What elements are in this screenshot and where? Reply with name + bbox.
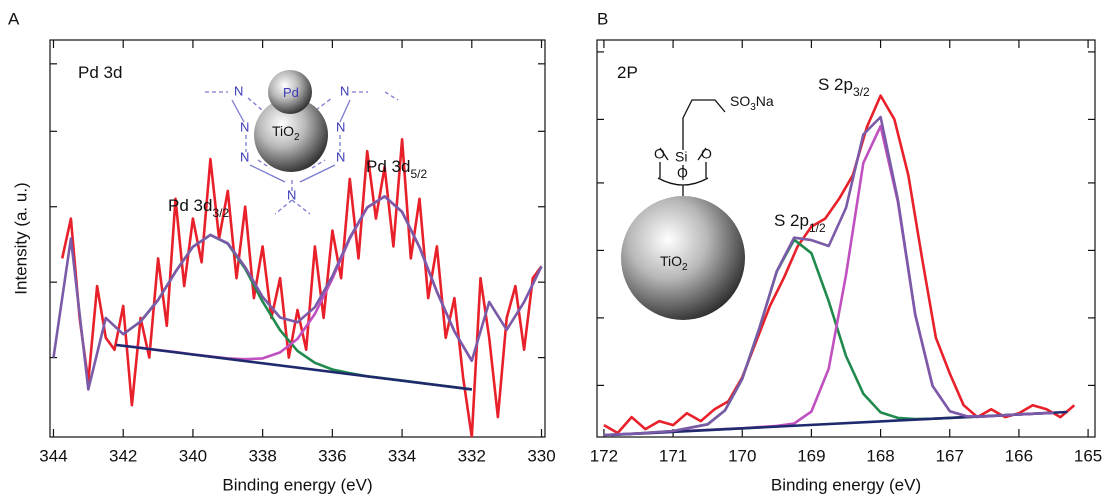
inset-label: N — [336, 149, 345, 164]
x-tick-label: 171 — [659, 446, 687, 465]
annotation-text: Pd 3d — [78, 63, 122, 82]
panel-label: B — [597, 9, 608, 28]
x-axis-label: Binding energy (eV) — [771, 475, 921, 494]
inset-label: O — [677, 165, 688, 181]
inset-sub: 3 — [750, 102, 756, 113]
x-tick-label: 344 — [39, 446, 67, 465]
inset-label: Pd — [283, 85, 299, 100]
inset-label: N — [336, 119, 345, 134]
data-line — [603, 115, 1054, 437]
inset-label: Si — [675, 149, 687, 165]
x-tick-label: 342 — [109, 446, 137, 465]
plot-frame — [596, 39, 1096, 438]
inset-label: N — [240, 119, 249, 134]
x-tick-label: 167 — [936, 446, 964, 465]
plots: 344 342 340 338 336 334 332 330 A Binding energy … — [8, 9, 1102, 494]
linker — [657, 99, 726, 200]
annotation-sub: 1/2 — [809, 221, 826, 235]
x-tick-label: 336 — [318, 446, 346, 465]
data-line — [123, 195, 473, 362]
inset-tail: Na — [756, 93, 774, 109]
annotation: S 2p3/2 — [818, 75, 870, 99]
annotation-sub: 3/2 — [212, 206, 229, 220]
annotation: 2P — [617, 63, 638, 82]
inset-label: O — [701, 146, 712, 162]
annotation: Pd 3d3/2 — [168, 196, 229, 220]
annotation-text: S 2p — [774, 211, 809, 230]
x-axis-label: Binding energy (eV) — [222, 475, 372, 494]
inset-a: Pd TiO2 N N N N N N N — [205, 70, 399, 215]
inset-label: N — [287, 187, 296, 202]
bonds — [205, 91, 399, 215]
plot-frame — [49, 39, 546, 438]
annotation-text: Pd 3d — [366, 157, 410, 176]
inset-label: TiO2 — [660, 253, 688, 273]
x-tick-label: 170 — [728, 446, 756, 465]
x-tick-label: 340 — [179, 446, 207, 465]
inset-label: O — [654, 146, 665, 162]
inset-text: TiO — [272, 123, 294, 139]
x-tick-label: 334 — [388, 446, 416, 465]
x-tick-label: 338 — [248, 446, 276, 465]
x-tick-label: 172 — [590, 446, 618, 465]
annotation: S 2p1/2 — [774, 211, 826, 235]
inset-label: TiO2 — [272, 123, 300, 143]
inset-text: SO — [730, 93, 750, 109]
annotation-text: S 2p — [818, 75, 853, 94]
inset-label: N — [340, 83, 349, 98]
inset-label: SO3Na — [730, 93, 774, 113]
y-axis-label: Intensity (a. u.) — [11, 182, 30, 294]
annotation-text: Pd 3d — [168, 196, 212, 215]
pd-sphere — [268, 70, 312, 114]
panel: 344 342 340 338 336 334 332 330 A Binding energy … — [8, 9, 556, 494]
tio2-sphere — [254, 98, 328, 172]
data-line — [603, 94, 1076, 435]
x-tick-label: 165 — [1074, 446, 1102, 465]
x-tick-label: 330 — [527, 446, 555, 465]
panel: 172 171 170 169 168 167 166 165 B Binding energy … — [590, 9, 1103, 494]
annotation-sub: 3/2 — [853, 85, 870, 99]
data-line — [116, 343, 472, 391]
x-tick-label: 168 — [866, 446, 894, 465]
inset-sub: 2 — [682, 262, 688, 273]
series-group — [52, 138, 543, 437]
annotation-text: 2P — [617, 63, 638, 82]
inset-text: TiO — [660, 253, 682, 269]
data-line — [60, 138, 543, 437]
inset-text: Pd — [283, 85, 299, 100]
annotation: Pd 3d5/2 — [366, 157, 427, 181]
x-tick-label: 332 — [458, 446, 486, 465]
tio2-sphere — [621, 196, 745, 320]
inset-label: N — [240, 149, 249, 164]
x-tick-label: 166 — [1005, 446, 1033, 465]
series-group — [603, 94, 1076, 437]
x-tick-label: 169 — [797, 446, 825, 465]
data-line — [52, 195, 543, 391]
annotation: Pd 3d — [78, 63, 122, 82]
inset-b: SO3Na Si O O O TiO2 — [621, 93, 774, 320]
panel-label: A — [8, 9, 20, 28]
inset-sub: 2 — [294, 132, 300, 143]
annotation-sub: 5/2 — [410, 167, 427, 181]
inset-label: N — [234, 83, 243, 98]
